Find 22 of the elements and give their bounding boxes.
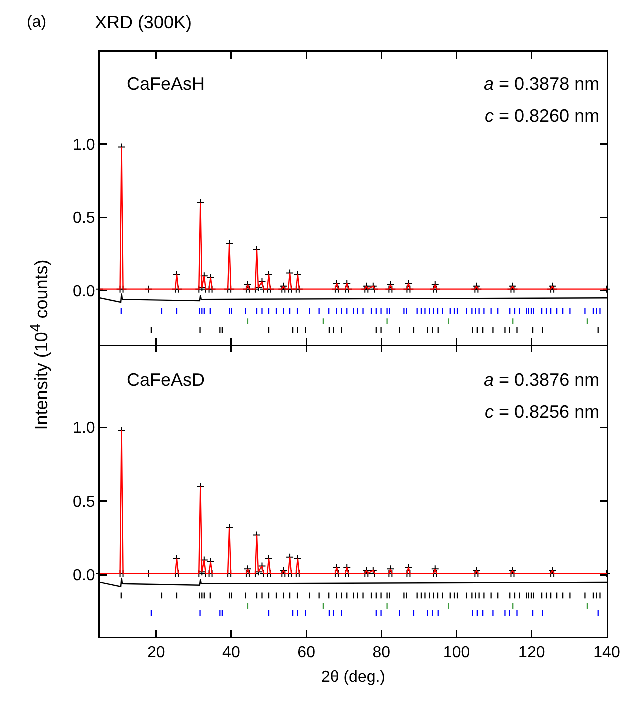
y-tick-label: 0.5 [73, 494, 96, 511]
y-tick-label: 0.0 [73, 568, 96, 585]
x-tick-label: 60 [298, 644, 316, 662]
y-tick-label: 1.0 [73, 420, 96, 438]
x-axis-title: 2θ (deg.) [321, 669, 386, 686]
x-tick-label: 120 [518, 644, 546, 662]
x-tick-label: 140 [594, 644, 620, 662]
annotation: c = 0.8256 nm [485, 402, 600, 422]
chart-title: XRD (300K) [94, 12, 192, 32]
annotation: c = 0.8260 nm [485, 106, 600, 126]
y-tick-label: 1.0 [73, 136, 96, 154]
text: (a) [27, 14, 47, 31]
annotation: CaFeAsH [127, 74, 206, 94]
annotation: a = 0.3878 nm [484, 74, 600, 94]
x-tick-label: 40 [222, 644, 240, 662]
x-tick-label: 100 [443, 644, 470, 662]
annotation: CaFeAsD [127, 370, 206, 390]
x-tick-label: 80 [372, 644, 391, 662]
y-tick-label: 0.0 [73, 283, 96, 300]
x-tick-label: 20 [147, 644, 166, 662]
y-tick-label: 0.5 [73, 210, 96, 228]
annotation: a = 0.3876 nm [484, 370, 600, 390]
